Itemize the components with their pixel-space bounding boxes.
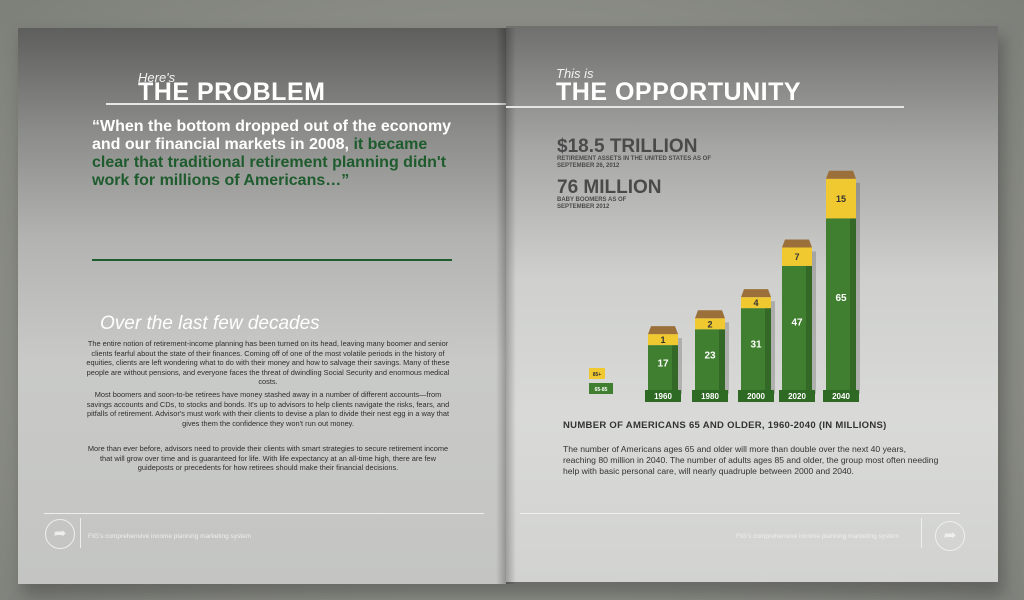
legend-label-65: 65-85 — [595, 387, 608, 393]
x-tick-label: 2040 — [832, 392, 850, 401]
year-band — [692, 390, 728, 402]
left-pre-title: Here's — [138, 70, 176, 85]
pull-quote: “When the bottom dropped out of the econ… — [92, 118, 462, 190]
bar-side-shade — [672, 345, 678, 390]
bar-cap — [782, 239, 812, 248]
right-footer-rule — [520, 513, 960, 514]
x-tick-label: 1980 — [701, 392, 719, 401]
year-band — [779, 390, 815, 402]
bar-85-plus — [826, 178, 856, 219]
body-paragraph-1: The entire notion of retirement-income p… — [86, 339, 450, 387]
bar-65-plus — [826, 218, 856, 390]
bar-cap — [826, 170, 856, 179]
right-page-title: THE OPPORTUNITY — [556, 78, 802, 106]
left-title-rule — [106, 103, 506, 105]
bar-side-shade — [719, 329, 725, 390]
legend-swatch-65 — [589, 383, 613, 394]
bar-85-plus — [741, 297, 771, 309]
stat-million-label: BABY BOOMERS AS OF SEPTEMBER 2012 — [557, 197, 627, 210]
stat-million-value: 76 MILLION — [557, 177, 662, 198]
bar-value-label: 47 — [791, 317, 803, 328]
x-tick-label: 2000 — [747, 392, 765, 401]
right-title-rule — [506, 106, 904, 108]
bar-65-plus — [741, 308, 771, 390]
bar-value-label: 15 — [836, 194, 846, 204]
stat-trillion-value: $18.5 TRILLION — [557, 136, 698, 157]
bar-side-shade — [850, 218, 856, 390]
left-footer-divider — [80, 518, 81, 548]
bar-85-plus — [648, 334, 678, 346]
left-page — [18, 28, 506, 584]
bar-side-shade — [806, 265, 812, 390]
year-band — [645, 390, 681, 402]
bar-value-label: 4 — [753, 298, 758, 308]
legend-swatch-85 — [589, 368, 605, 379]
left-footer-text: FIG's comprehensive income planning mark… — [88, 533, 252, 540]
pull-quote-green: it became clear that traditional retirem… — [92, 136, 447, 189]
bar-85-plus — [782, 247, 812, 266]
bar-value-label: 7 — [794, 252, 799, 262]
arrow-circle-icon: ➦ — [45, 519, 75, 549]
bar-cap — [648, 326, 678, 335]
body-paragraph-2: Most boomers and soon-to-be retirees hav… — [86, 390, 450, 428]
bar-65-plus — [695, 329, 725, 390]
bar-value-label: 65 — [835, 293, 847, 304]
bar-65-plus — [648, 345, 678, 390]
x-tick-label: 2020 — [788, 392, 806, 401]
quote-rule — [92, 259, 452, 261]
body-paragraph-3: More than ever before, advisors need to … — [87, 444, 449, 473]
bar-cap — [741, 289, 771, 298]
section-subhead: Over the last few decades — [100, 313, 320, 334]
pull-quote-white: “When the bottom dropped out of the econ… — [92, 118, 452, 153]
bar-cap — [695, 310, 725, 319]
bar-value-label: 2 — [707, 319, 712, 329]
bar-65-plus — [782, 265, 812, 390]
chart-description: The number of Americans ages 65 and olde… — [563, 444, 939, 477]
x-tick-label: 1960 — [654, 392, 672, 401]
chart-title: NUMBER OF AMERICANS 65 AND OLDER, 1960-2… — [563, 420, 887, 431]
page-gutter — [496, 28, 516, 584]
year-band — [823, 390, 859, 402]
bar-value-label: 1 — [660, 335, 665, 345]
right-footer-divider — [921, 518, 922, 548]
left-page-title: THE PROBLEM — [138, 78, 326, 106]
left-footer-rule — [44, 513, 484, 514]
bar-value-label: 31 — [750, 339, 762, 350]
stat-trillion-label: RETIREMENT ASSETS IN THE UNITED STATES A… — [557, 156, 712, 169]
bar-side-shade — [765, 308, 771, 390]
right-pre-title: This is — [556, 66, 594, 81]
arrow-circle-icon: ➦ — [935, 521, 965, 551]
bar-value-label: 23 — [704, 350, 716, 361]
right-footer-text: FIG's comprehensive income planning mark… — [736, 533, 900, 540]
bar-value-label: 17 — [657, 359, 669, 370]
bar-85-plus — [695, 318, 725, 330]
year-band — [738, 390, 774, 402]
legend-label-85: 85+ — [593, 372, 602, 378]
